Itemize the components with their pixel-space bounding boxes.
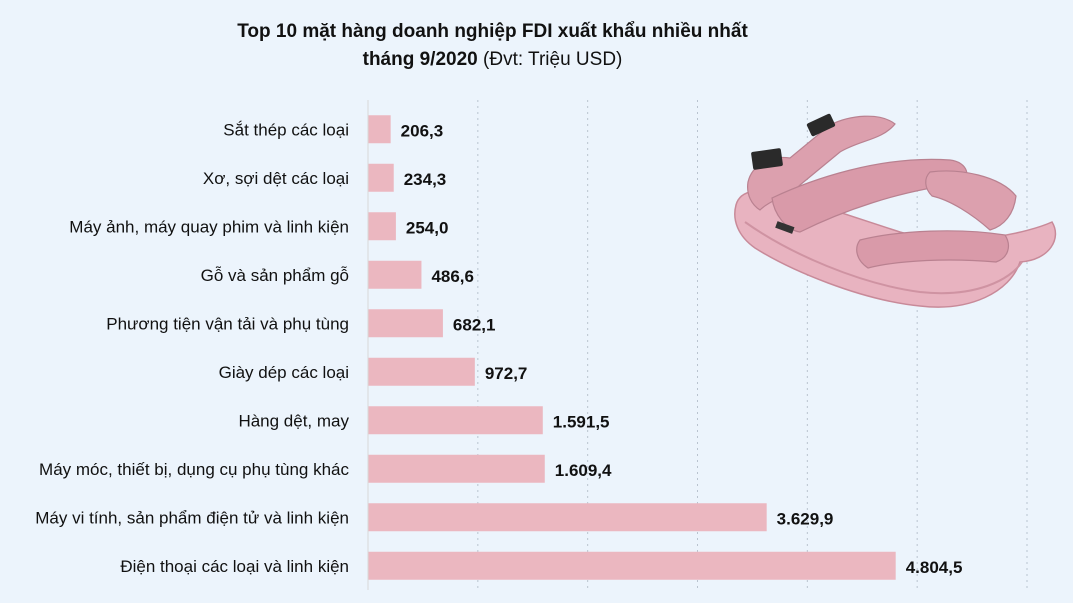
category-label: Xơ, sợi dệt các loại: [203, 169, 349, 188]
value-label: 486,6: [431, 267, 474, 286]
chart-title: Top 10 mặt hàng doanh nghiệp FDI xuất kh…: [0, 18, 985, 74]
sandal-buckle: [775, 221, 795, 234]
category-label: Điện thoại các loại và linh kiện: [120, 557, 349, 576]
bars: Sắt thép các loại 206,3 Xơ, sợi dệt các lo…: [35, 115, 962, 580]
title-line-2: tháng 9/2020: [362, 49, 478, 70]
category-label: Giày dép các loại: [219, 363, 349, 382]
category-label: Máy ảnh, máy quay phim và linh kiện: [69, 217, 349, 236]
sandal-sole-edge: [744, 221, 1023, 295]
value-label: 682,1: [453, 315, 496, 334]
category-label: Máy móc, thiết bị, dụng cụ phụ tùng khác: [39, 460, 349, 479]
value-label: 3.629,9: [777, 509, 834, 528]
bar: [368, 212, 396, 241]
value-label: 1.609,4: [555, 461, 612, 480]
value-label: 254,0: [406, 218, 449, 237]
bar: [368, 163, 394, 192]
value-label: 4.804,5: [906, 558, 963, 577]
value-label: 206,3: [401, 121, 444, 140]
category-label: Hàng dệt, may: [238, 411, 349, 430]
title-line-1: Top 10 mặt hàng doanh nghiệp FDI xuất kh…: [237, 21, 748, 42]
bar: [368, 260, 422, 289]
value-label: 234,3: [404, 170, 447, 189]
value-label: 1.591,5: [553, 412, 610, 431]
bar: [368, 503, 767, 532]
value-label: 972,7: [485, 364, 528, 383]
bar: [368, 357, 475, 386]
bar: [368, 115, 391, 144]
category-label: Gỗ và sản phẩm gỗ: [201, 266, 349, 285]
sandal-side-tag: [751, 148, 783, 170]
pink-sandal-illustration: [734, 113, 1057, 308]
sandal-front-strap-2: [856, 230, 1009, 269]
bar: [368, 309, 443, 338]
sandal-toe-strap: [925, 170, 1017, 231]
sandal-heel-tag: [806, 113, 836, 137]
category-label: Máy vi tính, sản phẩm điện tử và linh ki…: [35, 508, 349, 527]
bar: [368, 454, 545, 483]
title-unit: (Đvt: Triệu USD): [483, 49, 623, 70]
bar: [368, 551, 896, 580]
category-label: Sắt thép các loại: [223, 120, 349, 139]
sandal-heel-strap: [747, 115, 896, 211]
bar: [368, 406, 543, 435]
category-label: Phương tiện vận tải và phụ tùng: [106, 314, 349, 333]
